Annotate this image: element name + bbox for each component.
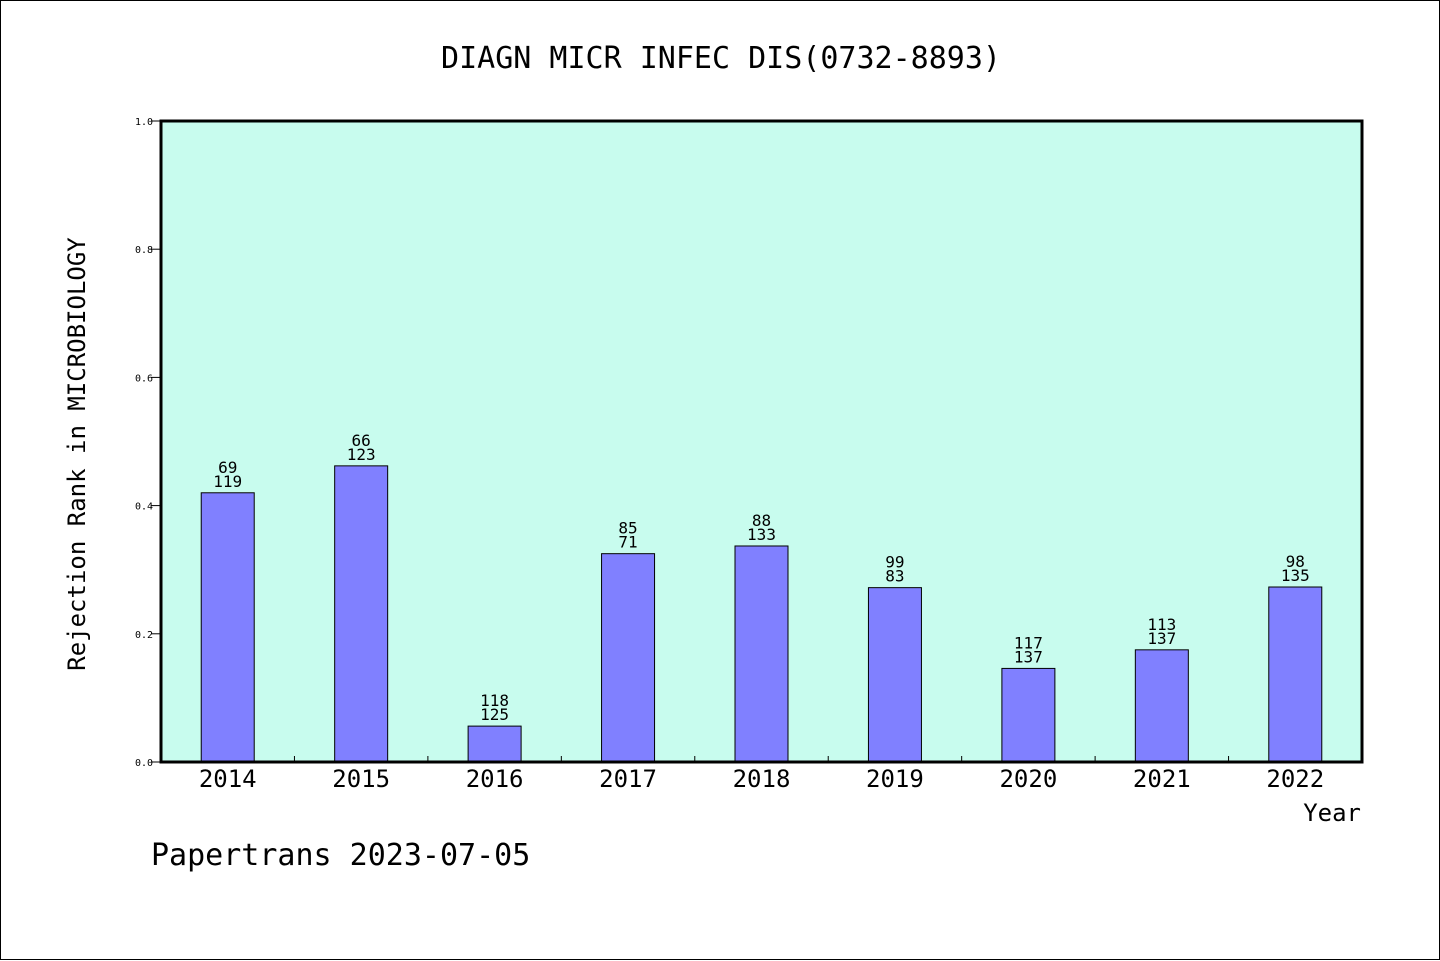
- bar-label-top: 69: [218, 458, 237, 477]
- bar-labels: 6911966123118125857188133998311713711313…: [213, 431, 1309, 724]
- x-axis-label: Year: [1303, 799, 1361, 827]
- footer-date-stamp: Papertrans 2023-07-05: [151, 838, 530, 873]
- y-axis-ticks: 0.0 0.2 0.4 0.6 0.8 1.0: [135, 117, 161, 769]
- y-tick-label: 0.2: [135, 630, 153, 641]
- bar-2019: [867, 587, 922, 763]
- bars: [200, 465, 1323, 763]
- x-tick-label: 2020: [999, 765, 1057, 793]
- x-tick-label: 2017: [599, 765, 657, 793]
- bar-label-top: 85: [618, 519, 637, 538]
- bar-label-bottom: 133: [747, 525, 776, 544]
- bar-2022: [1268, 586, 1323, 763]
- bar-label-bottom: 123: [347, 445, 376, 464]
- bar-label-top: 98: [1286, 552, 1305, 571]
- bar-2017: [601, 553, 656, 763]
- bar-label-top: 113: [1147, 615, 1176, 634]
- bar-label-bottom: 119: [213, 472, 242, 491]
- plot-border: [159, 119, 1364, 764]
- y-tick-label: 1.0: [135, 117, 153, 128]
- bar-2020: [1001, 667, 1056, 763]
- y-axis-label: Rejection Rank in MICROBIOLOGY: [63, 237, 91, 671]
- bar-2015: [334, 465, 389, 763]
- bar-label-bottom: 125: [480, 705, 509, 724]
- y-tick-label: 0.4: [135, 502, 153, 513]
- bar-2014: [200, 492, 255, 763]
- bar-label-top: 88: [752, 511, 771, 530]
- bar-label-bottom: 137: [1014, 647, 1043, 666]
- bar-label-bottom: 71: [618, 533, 637, 552]
- y-tick-label: 0.8: [135, 245, 153, 256]
- x-tick-label: 2019: [866, 765, 924, 793]
- x-tick-label: 2018: [733, 765, 791, 793]
- bar-2018: [734, 545, 789, 763]
- x-tick-label: 2016: [466, 765, 524, 793]
- bar-label-bottom: 137: [1147, 629, 1176, 648]
- x-tick-label: 2014: [199, 765, 257, 793]
- y-tick-label: 0.6: [135, 373, 153, 384]
- x-tick-label: 2021: [1133, 765, 1191, 793]
- bar-label-bottom: 135: [1281, 566, 1310, 585]
- x-tick-label: 2022: [1266, 765, 1324, 793]
- bar-label-top: 117: [1014, 633, 1043, 652]
- bar-label-top: 66: [352, 431, 371, 450]
- bar-2021: [1134, 649, 1189, 763]
- x-tick-label: 2015: [332, 765, 390, 793]
- bar-label-bottom: 83: [885, 567, 904, 586]
- x-axis-ticks: 2014 2015 2016 2017 2018 2019 2020 2021 2022: [199, 756, 1324, 793]
- y-tick-label: 0.0: [135, 758, 153, 769]
- bar-label-top: 99: [885, 553, 904, 572]
- bar-2016: [467, 725, 522, 763]
- chart-title: DIAGN MICR INFEC DIS(0732-8893): [441, 41, 1001, 76]
- bar-label-top: 118: [480, 691, 509, 710]
